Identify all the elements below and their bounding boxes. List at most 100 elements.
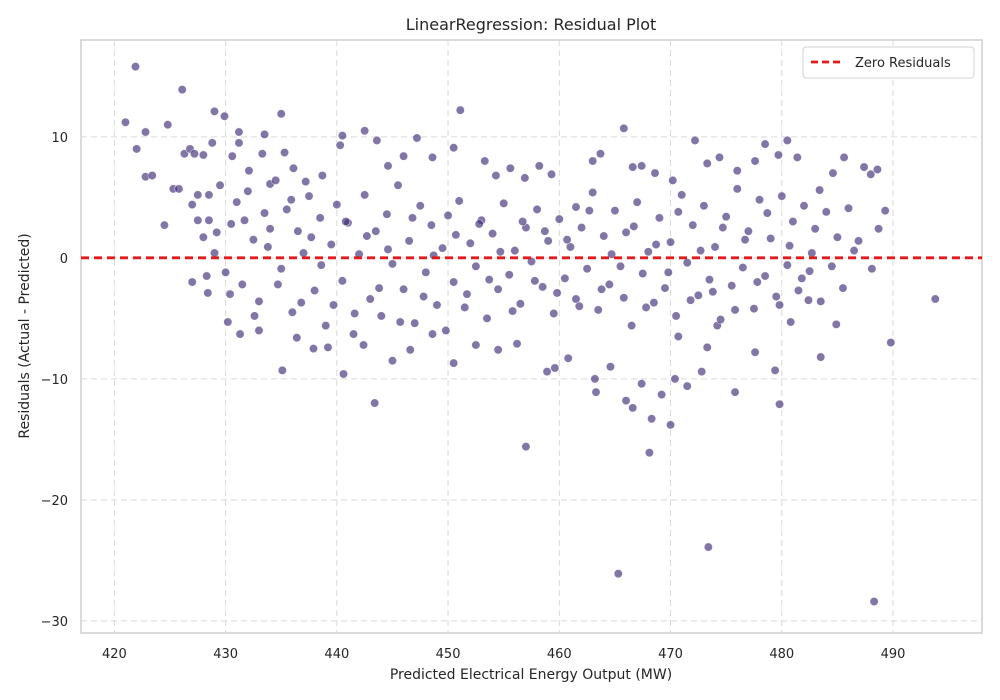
scatter-point [760, 139, 770, 149]
scatter-point [455, 105, 465, 115]
scatter-point [766, 233, 776, 243]
scatter-point [310, 286, 320, 296]
scatter-point [415, 201, 425, 211]
scatter-point [209, 106, 219, 116]
scatter-point [773, 150, 783, 160]
scatter-point [629, 221, 639, 231]
scatter-point [532, 204, 542, 214]
scatter-point [493, 345, 503, 355]
scatter-point [628, 403, 638, 413]
scatter-point [805, 266, 815, 276]
scatter-point [565, 242, 575, 252]
scatter-point [632, 197, 642, 207]
scatter-point [404, 236, 414, 246]
scatter-point [690, 135, 700, 145]
scatter-point [365, 294, 375, 304]
scatter-point [530, 276, 540, 286]
scatter-point [328, 300, 338, 310]
scatter-point [337, 131, 347, 141]
legend: Zero Residuals [802, 46, 975, 79]
scatter-point [462, 289, 472, 299]
scatter-point [643, 247, 653, 257]
scatter-point [234, 138, 244, 148]
scatter-point [727, 281, 737, 291]
scatter-point [508, 306, 518, 316]
scatter-point [374, 283, 384, 293]
scatter-point [360, 126, 370, 136]
scatter-points [120, 62, 940, 607]
scatter-point [869, 597, 879, 607]
scatter-point [449, 358, 459, 368]
scatter-point [797, 273, 807, 283]
scatter-point [141, 127, 151, 137]
scatter-point [383, 244, 393, 254]
scatter-point [382, 209, 392, 219]
scatter-point [474, 219, 484, 229]
x-tick-label: 420 [102, 647, 127, 662]
scatter-point [504, 270, 514, 280]
scatter-point [831, 319, 841, 329]
scatter-point [827, 261, 837, 271]
scatter-point [682, 258, 692, 268]
y-tick-label: 0 [60, 252, 68, 267]
scatter-point [371, 226, 381, 236]
scatter-point [668, 175, 678, 185]
scatter-point [271, 175, 281, 185]
scatter-point [615, 261, 625, 271]
scatter-point [321, 321, 331, 331]
scatter-point [465, 238, 475, 248]
scatter-point [775, 300, 785, 310]
scatter-point [263, 242, 273, 252]
scatter-point [174, 184, 184, 194]
scatter-point [225, 289, 235, 299]
scatter-point [619, 123, 629, 133]
scatter-point [240, 215, 250, 225]
scatter-point [832, 232, 842, 242]
scatter-point [673, 207, 683, 217]
scatter-point [844, 203, 854, 213]
scatter-point [393, 180, 403, 190]
scatter-point [866, 169, 876, 179]
scatter-point [771, 292, 781, 302]
scatter-point [405, 345, 415, 355]
legend-box [802, 46, 975, 79]
scatter-point [187, 200, 197, 210]
scatter-point [704, 275, 714, 285]
scatter-point [574, 301, 584, 311]
scatter-point [471, 261, 481, 271]
scatter-point [203, 288, 213, 298]
scatter-point [686, 295, 696, 305]
scatter-point [540, 226, 550, 236]
scatter-point [521, 442, 531, 452]
scatter-point [788, 217, 798, 227]
scatter-point [482, 313, 492, 323]
scatter-point [654, 213, 664, 223]
scatter-point [755, 195, 765, 205]
scatter-point [387, 356, 397, 366]
scatter-point [407, 213, 417, 223]
scatter-point [730, 387, 740, 397]
scatter-point [120, 117, 130, 127]
scatter-point [732, 166, 742, 176]
scatter-point [237, 279, 247, 289]
scatter-point [432, 300, 442, 310]
scatter-point [699, 201, 709, 211]
scatter-point [204, 190, 214, 200]
scatter-point [886, 338, 896, 348]
scatter-point [339, 369, 349, 379]
scatter-point [223, 317, 233, 327]
scatter-point [426, 220, 436, 230]
scatter-point [250, 311, 260, 321]
scatter-point [872, 164, 882, 174]
scatter-point [702, 158, 712, 168]
scatter-point [682, 381, 692, 391]
scatter-point [666, 420, 676, 430]
x-tick-label: 450 [436, 647, 461, 662]
scatter-point [599, 231, 609, 241]
scatter-point [316, 260, 326, 270]
scatter-point [315, 213, 325, 223]
scatter-point [670, 374, 680, 384]
scatter-point [372, 135, 382, 145]
scatter-point [807, 248, 817, 258]
